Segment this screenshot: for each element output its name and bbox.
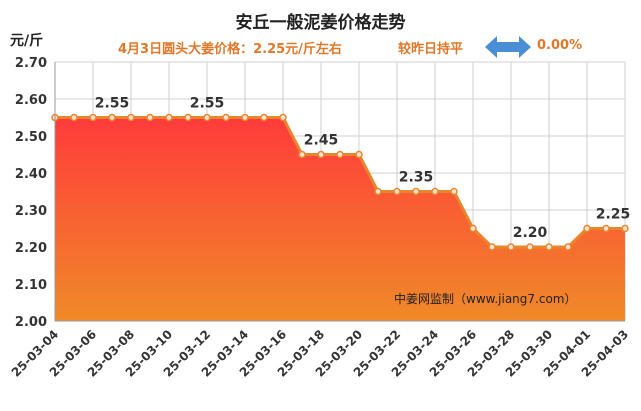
y-tick-label: 2.50 [15, 130, 47, 145]
data-point [526, 243, 534, 251]
data-point [393, 187, 401, 196]
change-percent: 0.00% [537, 38, 583, 53]
y-tick-label: 2.20 [15, 241, 47, 256]
watermark-text: 中姜网监制（www.jiang7.com） [394, 291, 576, 306]
y-tick-label: 2.70 [15, 56, 47, 71]
data-point [374, 187, 382, 196]
data-label: 2.35 [399, 170, 434, 186]
data-point [70, 113, 78, 122]
data-point [336, 150, 344, 159]
data-point [355, 150, 363, 159]
data-label: 2.55 [190, 96, 225, 112]
y-tick-label: 2.00 [15, 315, 47, 330]
data-label: 2.20 [513, 225, 548, 241]
data-point [203, 113, 211, 122]
y-tick-label: 2.60 [15, 93, 47, 108]
data-label: 2.55 [95, 96, 130, 112]
double-arrow-icon [485, 36, 531, 58]
data-point [564, 243, 572, 251]
data-point [602, 224, 610, 233]
data-point [108, 113, 116, 122]
data-point [488, 243, 496, 251]
y-tick-label: 2.30 [15, 204, 47, 219]
compare-text: 较昨日持平 [398, 42, 464, 57]
data-point [583, 224, 591, 233]
data-point [222, 113, 230, 122]
data-point [545, 243, 553, 251]
data-point [146, 113, 154, 122]
data-point [184, 113, 192, 122]
data-point [317, 150, 325, 159]
chart-title: 安丘一般泥姜价格走势 [235, 13, 406, 33]
data-point [241, 113, 249, 122]
data-point [89, 113, 97, 122]
y-tick-label: 2.10 [15, 278, 47, 293]
data-label: 2.45 [304, 133, 339, 149]
data-label: 2.25 [596, 207, 631, 223]
data-point [260, 113, 268, 122]
data-point [431, 187, 439, 196]
data-point [450, 187, 458, 196]
data-point [127, 113, 135, 122]
data-point [165, 113, 173, 122]
data-point [621, 224, 629, 233]
chart-subtitle: 4月3日圆头大姜价格：2.25元/斤左右 [118, 42, 342, 57]
y-tick-label: 2.40 [15, 167, 47, 182]
price-area [55, 117, 625, 321]
data-point [298, 150, 306, 159]
data-point [279, 113, 287, 122]
data-point [507, 243, 515, 251]
data-point [412, 187, 420, 196]
y-axis-unit: 元/斤 [10, 33, 44, 49]
data-point [469, 224, 477, 233]
